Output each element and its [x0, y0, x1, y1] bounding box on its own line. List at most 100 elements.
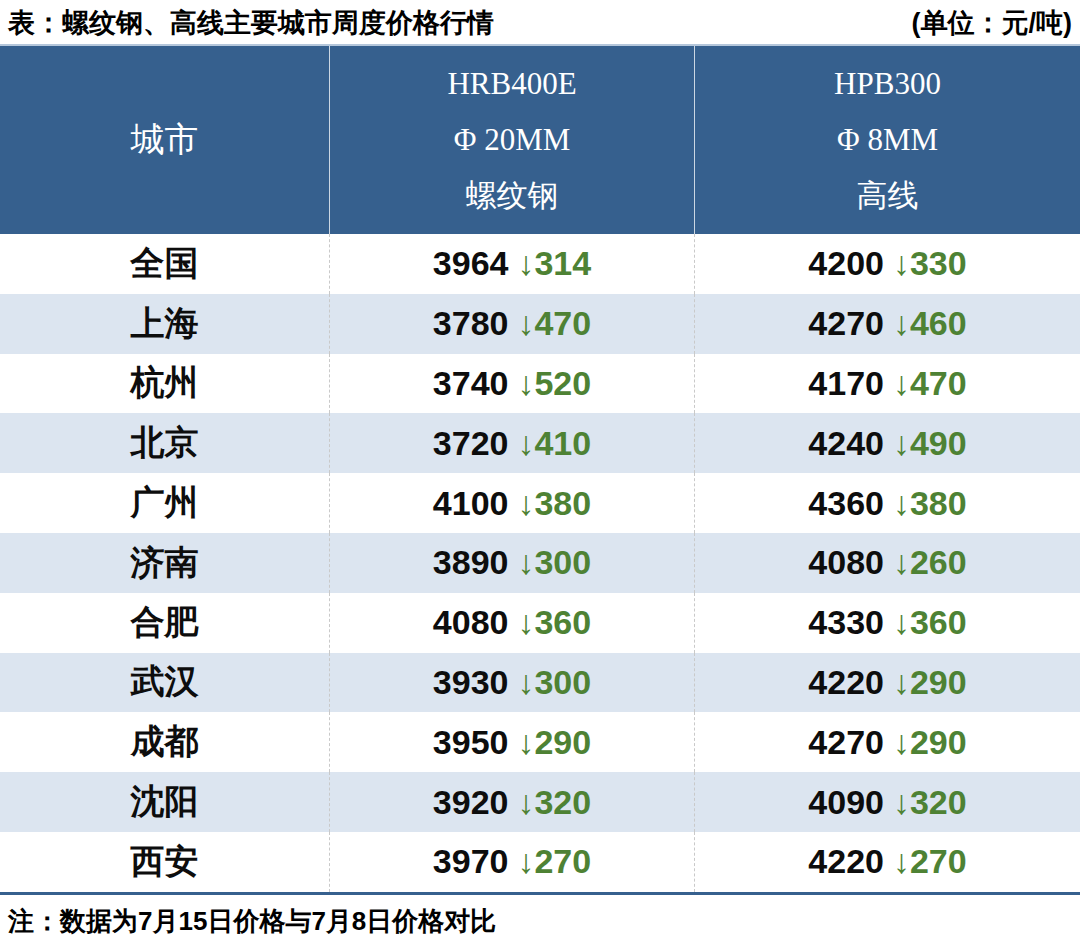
header-rebar-name: 螺纹钢 — [466, 168, 559, 224]
header-wire-spec: HPB300 — [834, 56, 941, 112]
rebar-cell: 3970↓270 — [330, 832, 695, 892]
rebar-price: 3890 — [433, 543, 509, 582]
rebar-cell: 3740↓520 — [330, 354, 695, 414]
rebar-cell: 3920↓320 — [330, 772, 695, 832]
city-cell: 成都 — [0, 712, 330, 772]
wire-cell: 4360↓380 — [695, 473, 1080, 533]
city-label: 济南 — [131, 540, 199, 586]
header-rebar-diameter: Φ 20MM — [454, 112, 571, 168]
city-cell: 上海 — [0, 294, 330, 354]
rebar-change: ↓360 — [517, 603, 591, 642]
header-city: 城市 — [0, 46, 330, 234]
header-rebar-spec: HRB400E — [447, 56, 576, 112]
table-title: 表：螺纹钢、高线主要城市周度价格行情 — [8, 5, 494, 41]
wire-change: ↓290 — [893, 663, 967, 702]
rebar-change: ↓320 — [517, 783, 591, 822]
wire-price: 4270 — [808, 304, 884, 343]
wire-change: ↓460 — [893, 304, 967, 343]
city-label: 沈阳 — [131, 779, 199, 825]
rebar-change: ↓290 — [517, 723, 591, 762]
city-label: 杭州 — [131, 360, 199, 406]
rebar-cell: 3930↓300 — [330, 653, 695, 713]
table-row: 杭州 3740↓520 4170↓470 — [0, 354, 1080, 414]
city-label: 上海 — [131, 301, 199, 347]
wire-price: 4360 — [808, 484, 884, 523]
rebar-price: 3740 — [433, 364, 509, 403]
rebar-price: 3780 — [433, 304, 509, 343]
header-wire-diameter: Φ 8MM — [837, 112, 938, 168]
rebar-price: 4100 — [433, 484, 509, 523]
wire-price: 4220 — [808, 842, 884, 881]
rebar-price: 4080 — [433, 603, 509, 642]
header-city-label: 城市 — [131, 112, 199, 168]
rebar-price: 3964 — [433, 244, 509, 283]
table-row: 武汉 3930↓300 4220↓290 — [0, 653, 1080, 713]
city-label: 北京 — [131, 420, 199, 466]
table-row: 合肥 4080↓360 4330↓360 — [0, 593, 1080, 653]
table-row: 广州 4100↓380 4360↓380 — [0, 473, 1080, 533]
unit-label: (单位：元/吨) — [912, 5, 1072, 41]
rebar-change: ↓470 — [517, 304, 591, 343]
city-cell: 沈阳 — [0, 772, 330, 832]
title-bar: 表：螺纹钢、高线主要城市周度价格行情 (单位：元/吨) — [0, 0, 1080, 44]
rebar-price: 3930 — [433, 663, 509, 702]
price-table: 城市 HRB400E Φ 20MM 螺纹钢 HPB300 Φ 8MM 高线 全国… — [0, 44, 1080, 895]
city-label: 合肥 — [131, 600, 199, 646]
city-label: 西安 — [131, 839, 199, 885]
wire-cell: 4170↓470 — [695, 354, 1080, 414]
city-cell: 广州 — [0, 473, 330, 533]
wire-change: ↓260 — [893, 543, 967, 582]
rebar-cell: 3964↓314 — [330, 234, 695, 294]
header-rebar: HRB400E Φ 20MM 螺纹钢 — [330, 46, 695, 234]
wire-change: ↓270 — [893, 842, 967, 881]
rebar-cell: 4100↓380 — [330, 473, 695, 533]
city-cell: 武汉 — [0, 653, 330, 713]
wire-change: ↓290 — [893, 723, 967, 762]
wire-price: 4220 — [808, 663, 884, 702]
rebar-cell: 3950↓290 — [330, 712, 695, 772]
wire-change: ↓490 — [893, 424, 967, 463]
city-cell: 济南 — [0, 533, 330, 593]
wire-cell: 4270↓290 — [695, 712, 1080, 772]
table-row: 成都 3950↓290 4270↓290 — [0, 712, 1080, 772]
city-cell: 全国 — [0, 234, 330, 294]
wire-cell: 4090↓320 — [695, 772, 1080, 832]
wire-change: ↓380 — [893, 484, 967, 523]
rebar-cell: 3720↓410 — [330, 413, 695, 473]
header-wire-name: 高线 — [857, 168, 919, 224]
rebar-change: ↓300 — [517, 543, 591, 582]
table-row: 沈阳 3920↓320 4090↓320 — [0, 772, 1080, 832]
rebar-price: 3720 — [433, 424, 509, 463]
wire-change: ↓360 — [893, 603, 967, 642]
wire-price: 4240 — [808, 424, 884, 463]
table-row: 上海 3780↓470 4270↓460 — [0, 294, 1080, 354]
wire-price: 4170 — [808, 364, 884, 403]
wire-cell: 4200↓330 — [695, 234, 1080, 294]
wire-cell: 4240↓490 — [695, 413, 1080, 473]
table-row: 西安 3970↓270 4220↓270 — [0, 832, 1080, 892]
wire-cell: 4080↓260 — [695, 533, 1080, 593]
table-row: 北京 3720↓410 4240↓490 — [0, 413, 1080, 473]
wire-change: ↓470 — [893, 364, 967, 403]
wire-price: 4330 — [808, 603, 884, 642]
table-header: 城市 HRB400E Φ 20MM 螺纹钢 HPB300 Φ 8MM 高线 — [0, 46, 1080, 234]
price-table-page: 表：螺纹钢、高线主要城市周度价格行情 (单位：元/吨) 城市 HRB400E Φ… — [0, 0, 1080, 948]
city-label: 全国 — [131, 241, 199, 287]
header-wire: HPB300 Φ 8MM 高线 — [695, 46, 1080, 234]
wire-price: 4200 — [808, 244, 884, 283]
city-label: 成都 — [131, 719, 199, 765]
wire-price: 4270 — [808, 723, 884, 762]
wire-cell: 4330↓360 — [695, 593, 1080, 653]
wire-change: ↓330 — [893, 244, 967, 283]
footnote: 注：数据为7月15日价格与7月8日价格对比 — [0, 895, 1080, 948]
wire-cell: 4220↓290 — [695, 653, 1080, 713]
table-row: 全国 3964↓314 4200↓330 — [0, 234, 1080, 294]
wire-cell: 4270↓460 — [695, 294, 1080, 354]
wire-price: 4090 — [808, 783, 884, 822]
table-row: 济南 3890↓300 4080↓260 — [0, 533, 1080, 593]
city-label: 武汉 — [131, 659, 199, 705]
wire-change: ↓320 — [893, 783, 967, 822]
wire-cell: 4220↓270 — [695, 832, 1080, 892]
rebar-price: 3920 — [433, 783, 509, 822]
rebar-cell: 4080↓360 — [330, 593, 695, 653]
